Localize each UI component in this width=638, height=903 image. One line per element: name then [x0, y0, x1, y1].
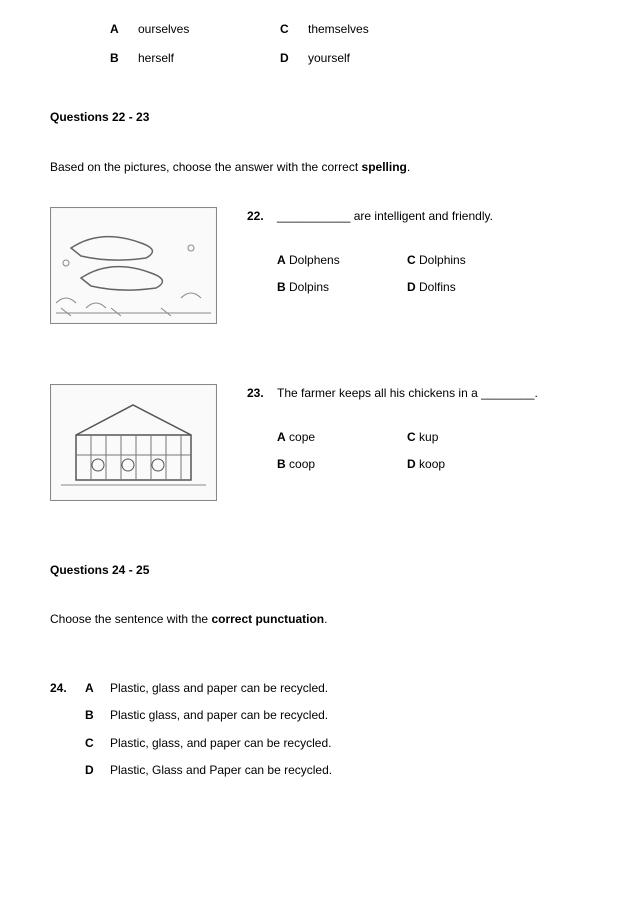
question-23: 23. The farmer keeps all his chickens in… [50, 384, 588, 501]
option-text: Plastic, glass, and paper can be recycle… [110, 734, 331, 753]
option-text: Plastic glass, and paper can be recycled… [110, 706, 328, 725]
question-text: ___________ are intelligent and friendly… [277, 207, 493, 226]
option-letter: B [277, 280, 286, 294]
question-number: 24. [50, 679, 85, 698]
option-text: kup [419, 430, 438, 444]
option-letter-a: A [110, 20, 128, 39]
option-text: yourself [308, 49, 350, 68]
option-text: Dolpins [289, 280, 329, 294]
option-text: themselves [308, 20, 369, 39]
option-text: Dolfins [419, 280, 456, 294]
option-text: ourselves [138, 20, 189, 39]
option-letter: C [407, 253, 416, 267]
instruction-prefix: Based on the pictures, choose the answer… [50, 160, 362, 174]
option-text: cope [289, 430, 315, 444]
option-letter-c: C [280, 20, 298, 39]
option-text: Plastic, Glass and Paper can be recycled… [110, 761, 332, 780]
top-options-block: A ourselves C themselves B herself D you… [110, 20, 588, 68]
option-text: Dolphins [419, 253, 466, 267]
instruction-bold: spelling [362, 160, 407, 174]
option-text: herself [138, 49, 174, 68]
option-text: Dolphens [289, 253, 340, 267]
dolphins-image [50, 207, 217, 324]
instruction-punctuation: Choose the sentence with the correct pun… [50, 610, 588, 629]
question-text: The farmer keeps all his chickens in a _… [277, 384, 538, 403]
option-letter-d: D [280, 49, 298, 68]
option-letter: C [407, 430, 416, 444]
option-letter: D [85, 761, 110, 780]
coop-image [50, 384, 217, 501]
instruction-suffix: . [407, 160, 410, 174]
option-text: Plastic, glass and paper can be recycled… [110, 679, 328, 698]
option-letter-b: B [110, 49, 128, 68]
option-letter: B [277, 457, 286, 471]
option-letter: B [85, 706, 110, 725]
question-number: 23. [247, 384, 277, 403]
option-letter: A [85, 679, 110, 698]
option-letter: A [277, 430, 286, 444]
option-letter: C [85, 734, 110, 753]
option-text: coop [289, 457, 315, 471]
option-letter: D [407, 457, 416, 471]
option-letter: A [277, 253, 286, 267]
question-24: 24. A Plastic, glass and paper can be re… [50, 679, 588, 780]
question-22: 22. ___________ are intelligent and frie… [50, 207, 588, 324]
instruction-prefix: Choose the sentence with the [50, 612, 211, 626]
section-heading-22-23: Questions 22 - 23 [50, 108, 588, 127]
section-heading-24-25: Questions 24 - 25 [50, 561, 588, 580]
question-number: 22. [247, 207, 277, 226]
instruction-spelling: Based on the pictures, choose the answer… [50, 158, 588, 177]
option-text: koop [419, 457, 445, 471]
instruction-suffix: . [324, 612, 327, 626]
option-letter: D [407, 280, 416, 294]
instruction-bold: correct punctuation [211, 612, 324, 626]
